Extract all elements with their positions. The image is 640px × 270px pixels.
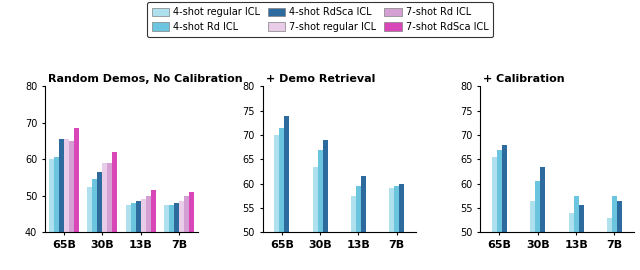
Text: + Calibration: + Calibration <box>483 74 565 84</box>
Legend: 4-shot regular ICL, 4-shot Rd ICL, 4-shot RdSca ICL, 7-shot regular ICL, 7-shot : 4-shot regular ICL, 4-shot Rd ICL, 4-sho… <box>147 2 493 37</box>
Bar <box>112 152 117 232</box>
Bar <box>164 205 169 232</box>
Bar <box>492 157 497 232</box>
Bar <box>279 128 284 232</box>
Bar <box>389 188 394 232</box>
Bar <box>174 203 179 232</box>
Bar <box>169 205 174 232</box>
Bar <box>573 196 579 232</box>
Bar <box>108 163 112 232</box>
Bar <box>102 163 108 232</box>
Bar <box>131 203 136 232</box>
Bar <box>146 196 150 232</box>
Bar <box>361 176 366 232</box>
Bar <box>568 213 573 232</box>
Bar <box>612 196 617 232</box>
Bar <box>49 159 54 232</box>
Bar <box>497 150 502 232</box>
Bar <box>317 150 323 232</box>
Bar <box>184 196 189 232</box>
Bar <box>64 139 69 232</box>
Bar <box>92 179 97 232</box>
Bar <box>617 201 622 232</box>
Bar <box>535 181 540 232</box>
Bar <box>323 140 328 232</box>
Bar <box>179 201 184 232</box>
Bar <box>54 157 59 232</box>
Bar <box>607 218 612 232</box>
Bar <box>284 116 289 232</box>
Bar <box>74 128 79 232</box>
Bar <box>356 186 361 232</box>
Bar <box>125 205 131 232</box>
Bar <box>394 186 399 232</box>
Bar <box>274 135 279 232</box>
Bar <box>87 187 92 232</box>
Bar <box>540 167 545 232</box>
Bar <box>351 196 356 232</box>
Bar <box>531 201 535 232</box>
Bar <box>59 139 64 232</box>
Bar <box>399 184 404 232</box>
Text: + Demo Retrieval: + Demo Retrieval <box>266 74 375 84</box>
Bar <box>189 192 194 232</box>
Bar <box>502 145 507 232</box>
Bar <box>150 190 156 232</box>
Bar <box>136 201 141 232</box>
Text: Random Demos, No Calibration: Random Demos, No Calibration <box>48 74 243 84</box>
Bar <box>141 199 146 232</box>
Bar <box>579 205 584 232</box>
Bar <box>69 141 74 232</box>
Bar <box>97 172 102 232</box>
Bar <box>312 167 317 232</box>
